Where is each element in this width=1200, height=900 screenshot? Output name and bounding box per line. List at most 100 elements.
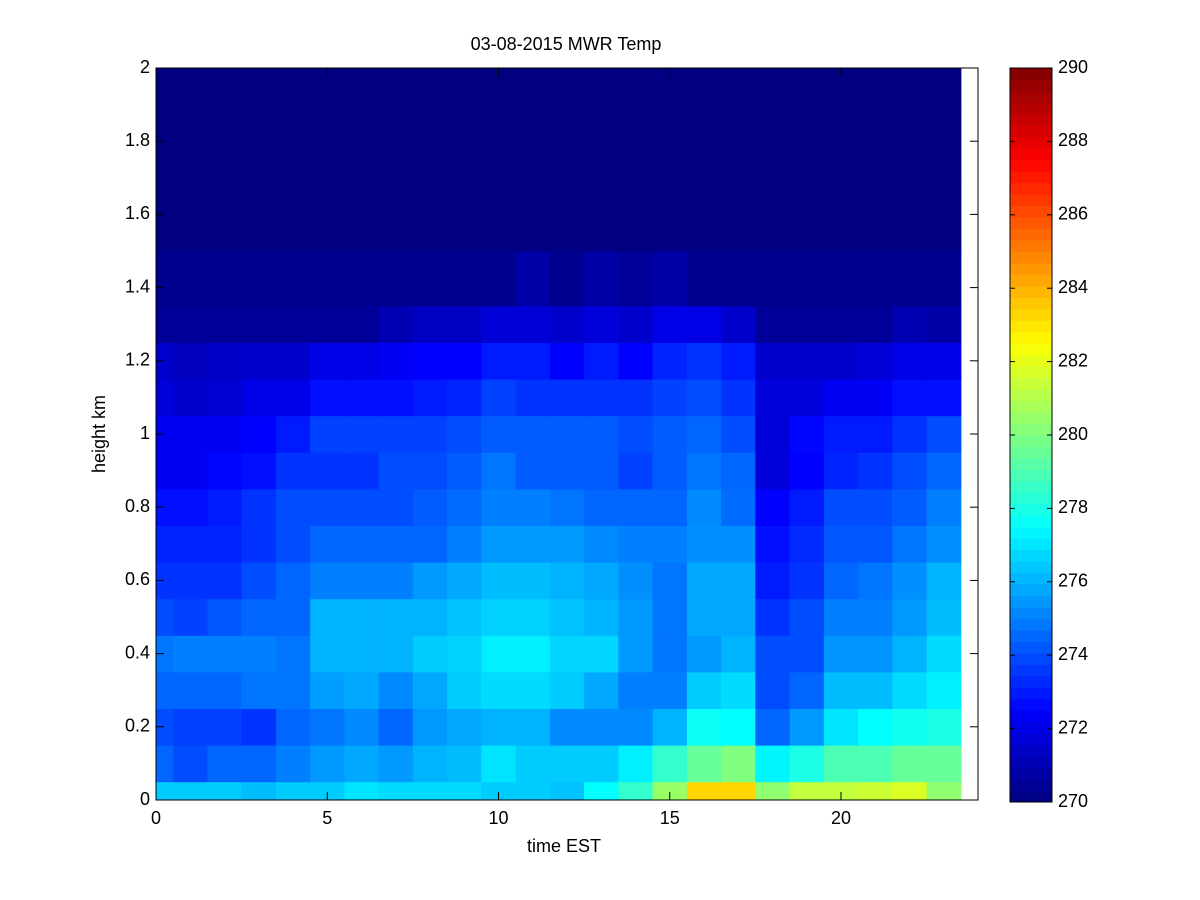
heatmap-cell xyxy=(378,177,414,252)
heatmap-cell xyxy=(618,671,654,709)
heatmap-cell xyxy=(652,305,688,343)
colorbar-swatch xyxy=(1010,136,1052,149)
heatmap-cell xyxy=(686,562,722,600)
heatmap-cell xyxy=(275,177,311,252)
heatmap-cell xyxy=(378,525,414,563)
colorbar-swatch xyxy=(1010,572,1052,585)
heatmap-cell xyxy=(207,635,243,673)
heatmap-cell xyxy=(344,379,380,417)
heatmap-cell xyxy=(310,305,345,343)
x-tick-label: 20 xyxy=(831,808,851,828)
heatmap-cell xyxy=(858,488,893,526)
heatmap-cell xyxy=(275,635,311,673)
heatmap-cell xyxy=(378,598,414,636)
heatmap-cell xyxy=(515,305,551,343)
heatmap-cell xyxy=(447,342,482,380)
heatmap-cell xyxy=(378,745,414,783)
y-tick-label: 0.2 xyxy=(125,716,150,736)
heatmap-cell xyxy=(584,452,619,490)
heatmap-cell xyxy=(481,525,517,563)
heatmap-cell xyxy=(652,525,688,563)
heatmap-cell xyxy=(686,251,722,307)
colorbar-swatch xyxy=(1010,595,1052,608)
heatmap-cell xyxy=(686,671,722,709)
heatmap-cell xyxy=(755,598,791,636)
heatmap-cell xyxy=(344,562,380,600)
heatmap-cell xyxy=(892,415,928,453)
heatmap-cell xyxy=(447,415,482,453)
heatmap-cell xyxy=(926,305,962,343)
heatmap-cell xyxy=(378,635,414,673)
colorbar-swatch xyxy=(1010,366,1052,379)
heatmap-cell xyxy=(823,342,859,380)
heatmap-cell xyxy=(892,104,928,179)
heatmap-cell xyxy=(207,68,243,106)
heatmap-cell xyxy=(686,415,722,453)
heatmap-cell xyxy=(789,415,825,453)
heatmap-cell xyxy=(549,781,585,801)
heatmap-cell xyxy=(789,525,825,563)
heatmap-cell xyxy=(858,708,893,746)
colorbar-swatch xyxy=(1010,90,1052,103)
heatmap-cell xyxy=(344,745,380,783)
colorbar-swatch xyxy=(1010,205,1052,218)
heatmap-cell xyxy=(310,488,345,526)
heatmap-cell xyxy=(412,177,448,252)
heatmap-cell xyxy=(241,177,277,252)
colorbar-swatch xyxy=(1010,664,1052,677)
heatmap-cell xyxy=(515,379,551,417)
heatmap-cell xyxy=(156,745,174,783)
heatmap-cell xyxy=(310,598,345,636)
heatmap-cell xyxy=(721,68,756,106)
heatmap-cell xyxy=(156,177,174,252)
colorbar-swatch xyxy=(1010,343,1052,356)
heatmap-cell xyxy=(173,177,208,252)
heatmap-cell xyxy=(173,525,208,563)
heatmap-cell xyxy=(823,708,859,746)
colorbar-swatch xyxy=(1010,733,1052,746)
heatmap-cell xyxy=(755,671,791,709)
heatmap-cell xyxy=(412,708,448,746)
heatmap-cell xyxy=(515,415,551,453)
colorbar-swatch xyxy=(1010,675,1052,688)
heatmap-cell xyxy=(686,781,722,801)
heatmap-cell xyxy=(207,251,243,307)
heatmap-cell xyxy=(412,671,448,709)
heatmap-cell xyxy=(275,671,311,709)
heatmap-cell xyxy=(378,488,414,526)
heatmap-cell xyxy=(858,104,893,179)
colorbar-swatch xyxy=(1010,412,1052,425)
colorbar-swatch xyxy=(1010,549,1052,562)
heatmap-cell xyxy=(207,452,243,490)
heatmap-cell xyxy=(584,68,619,106)
heatmap-cell xyxy=(721,305,756,343)
heatmap-cell xyxy=(858,562,893,600)
colorbar-swatch xyxy=(1010,159,1052,172)
heatmap-cell xyxy=(241,488,277,526)
colorbar-swatch xyxy=(1010,767,1052,780)
heatmap-cell xyxy=(156,488,174,526)
heatmap-cell xyxy=(173,562,208,600)
heatmap-cell xyxy=(892,635,928,673)
heatmap-cell xyxy=(584,415,619,453)
heatmap-cell xyxy=(721,342,756,380)
heatmap-cell xyxy=(173,305,208,343)
heatmap-cell xyxy=(892,562,928,600)
heatmap-cell xyxy=(686,379,722,417)
colorbar-swatch xyxy=(1010,469,1052,482)
colorbar-swatch xyxy=(1010,377,1052,390)
heatmap-cell xyxy=(721,635,756,673)
heatmap-cell xyxy=(344,342,380,380)
heatmap-cell xyxy=(721,598,756,636)
heatmap-cell xyxy=(344,598,380,636)
heatmap-cell xyxy=(755,305,791,343)
heatmap-cell xyxy=(173,251,208,307)
heatmap-cell xyxy=(892,342,928,380)
heatmap-cell xyxy=(447,708,482,746)
heatmap-cell xyxy=(755,745,791,783)
heatmap-cell xyxy=(926,452,962,490)
heatmap-cell xyxy=(755,781,791,801)
heatmap-cell xyxy=(207,415,243,453)
heatmap-cell xyxy=(447,488,482,526)
heatmap-cell xyxy=(823,305,859,343)
